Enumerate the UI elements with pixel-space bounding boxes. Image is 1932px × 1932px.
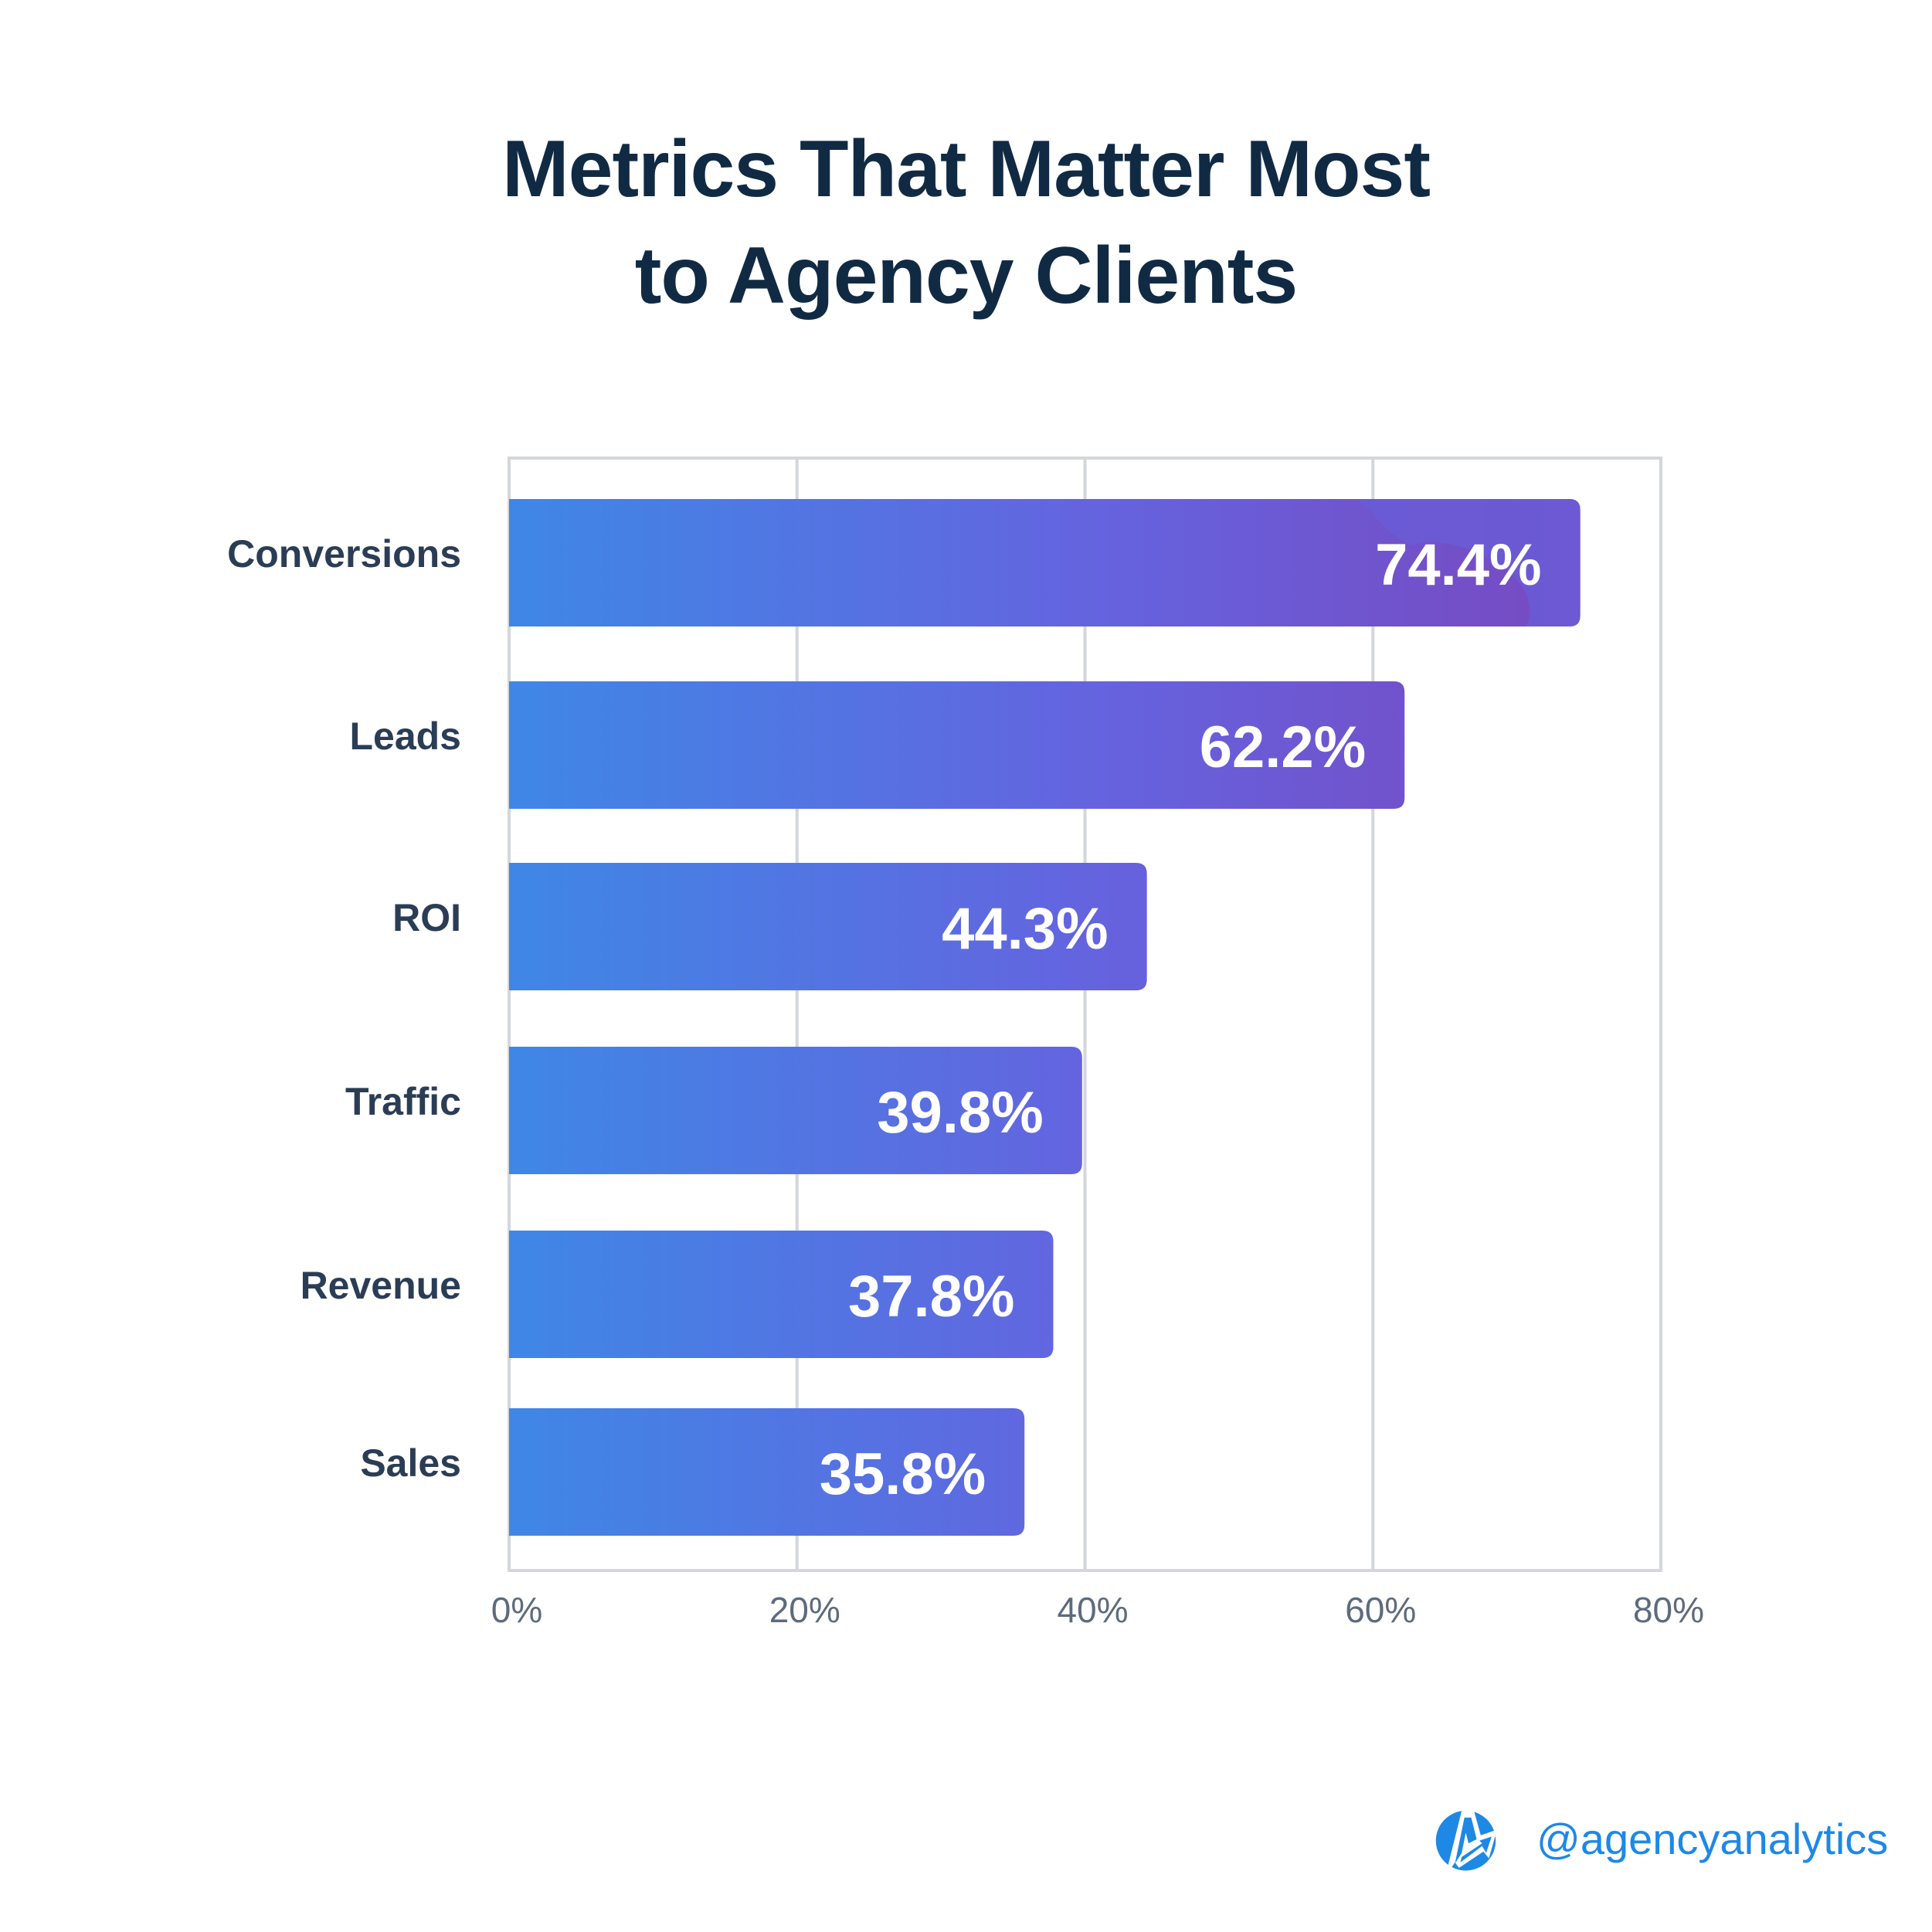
category-label: Leads (349, 714, 461, 758)
value-label: 37.8% (847, 1263, 1015, 1329)
value-label: 35.8% (819, 1441, 986, 1507)
category-label: Traffic (345, 1079, 461, 1123)
x-tick-label: 60% (1345, 1590, 1417, 1630)
category-label: ROI (392, 895, 461, 939)
category-label: Revenue (300, 1263, 461, 1307)
chart-title: Metrics That Matter Most to Agency Clien… (0, 116, 1932, 329)
value-label: 44.3% (942, 895, 1109, 962)
x-tick-label: 20% (769, 1590, 840, 1630)
bar-sales (509, 1408, 1025, 1536)
gridlines (508, 457, 1662, 1572)
bar-leads (509, 681, 1405, 809)
brand-footer: @agencyanalytics (1435, 1805, 1888, 1874)
agencyanalytics-logo-icon (1435, 1811, 1497, 1871)
category-label: Sales (360, 1441, 461, 1485)
x-tick-label: 80% (1632, 1590, 1705, 1630)
x-tick-label: 40% (1057, 1590, 1129, 1630)
value-label: 39.8% (877, 1079, 1044, 1146)
brand-handle: @agencyanalytics (1536, 1815, 1889, 1863)
value-label: 74.4% (1375, 531, 1542, 598)
category-label: Conversions (227, 531, 461, 576)
chart-title-line-2: to Agency Clients (634, 231, 1299, 321)
bars (509, 499, 1581, 1536)
value-label: 62.2% (1199, 714, 1367, 780)
bar-roi (509, 863, 1147, 990)
bar-traffic (509, 1047, 1082, 1174)
bar-conversions (509, 499, 1581, 626)
bar-highlight-decoration (1356, 499, 1581, 626)
bar-revenue (509, 1231, 1054, 1358)
chart-title-line-1: Metrics That Matter Most (501, 124, 1431, 214)
x-tick-label: 0% (491, 1590, 543, 1630)
